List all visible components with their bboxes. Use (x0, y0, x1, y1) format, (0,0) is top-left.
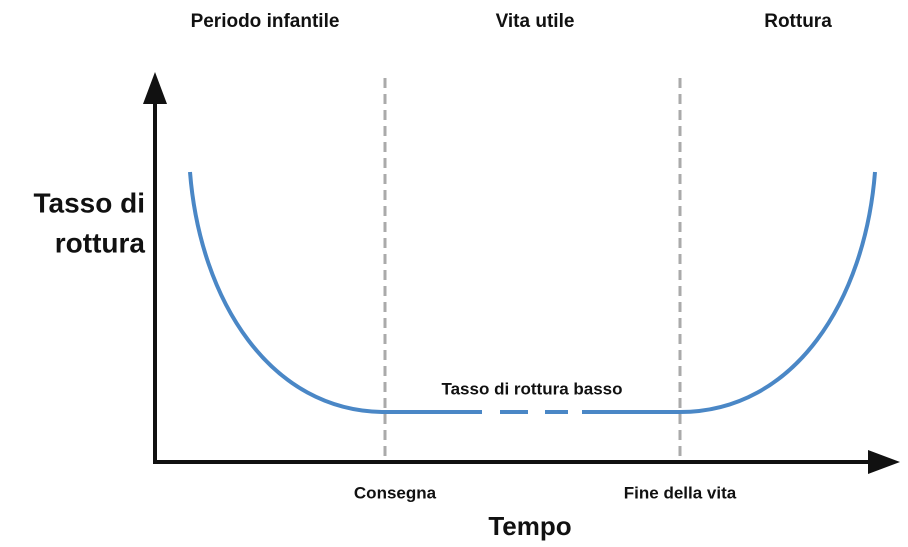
milestone-label: Consegna (354, 483, 437, 502)
y-axis-arrow (143, 72, 167, 104)
x-axis-label: Tempo (488, 511, 571, 541)
curve-right (582, 171, 877, 414)
curve (188, 171, 877, 414)
y-axis-label: Tasso di (33, 187, 145, 218)
annotation: Tasso di rottura basso (441, 379, 622, 398)
curve-left (188, 171, 482, 414)
y-axis-label: rottura (55, 227, 146, 258)
phase-label: Periodo infantile (191, 11, 340, 32)
x-axis-arrow (868, 450, 900, 474)
phase-label: Vita utile (496, 11, 575, 32)
phase-label: Rottura (764, 11, 832, 32)
milestone-label: Fine della vita (624, 483, 737, 502)
